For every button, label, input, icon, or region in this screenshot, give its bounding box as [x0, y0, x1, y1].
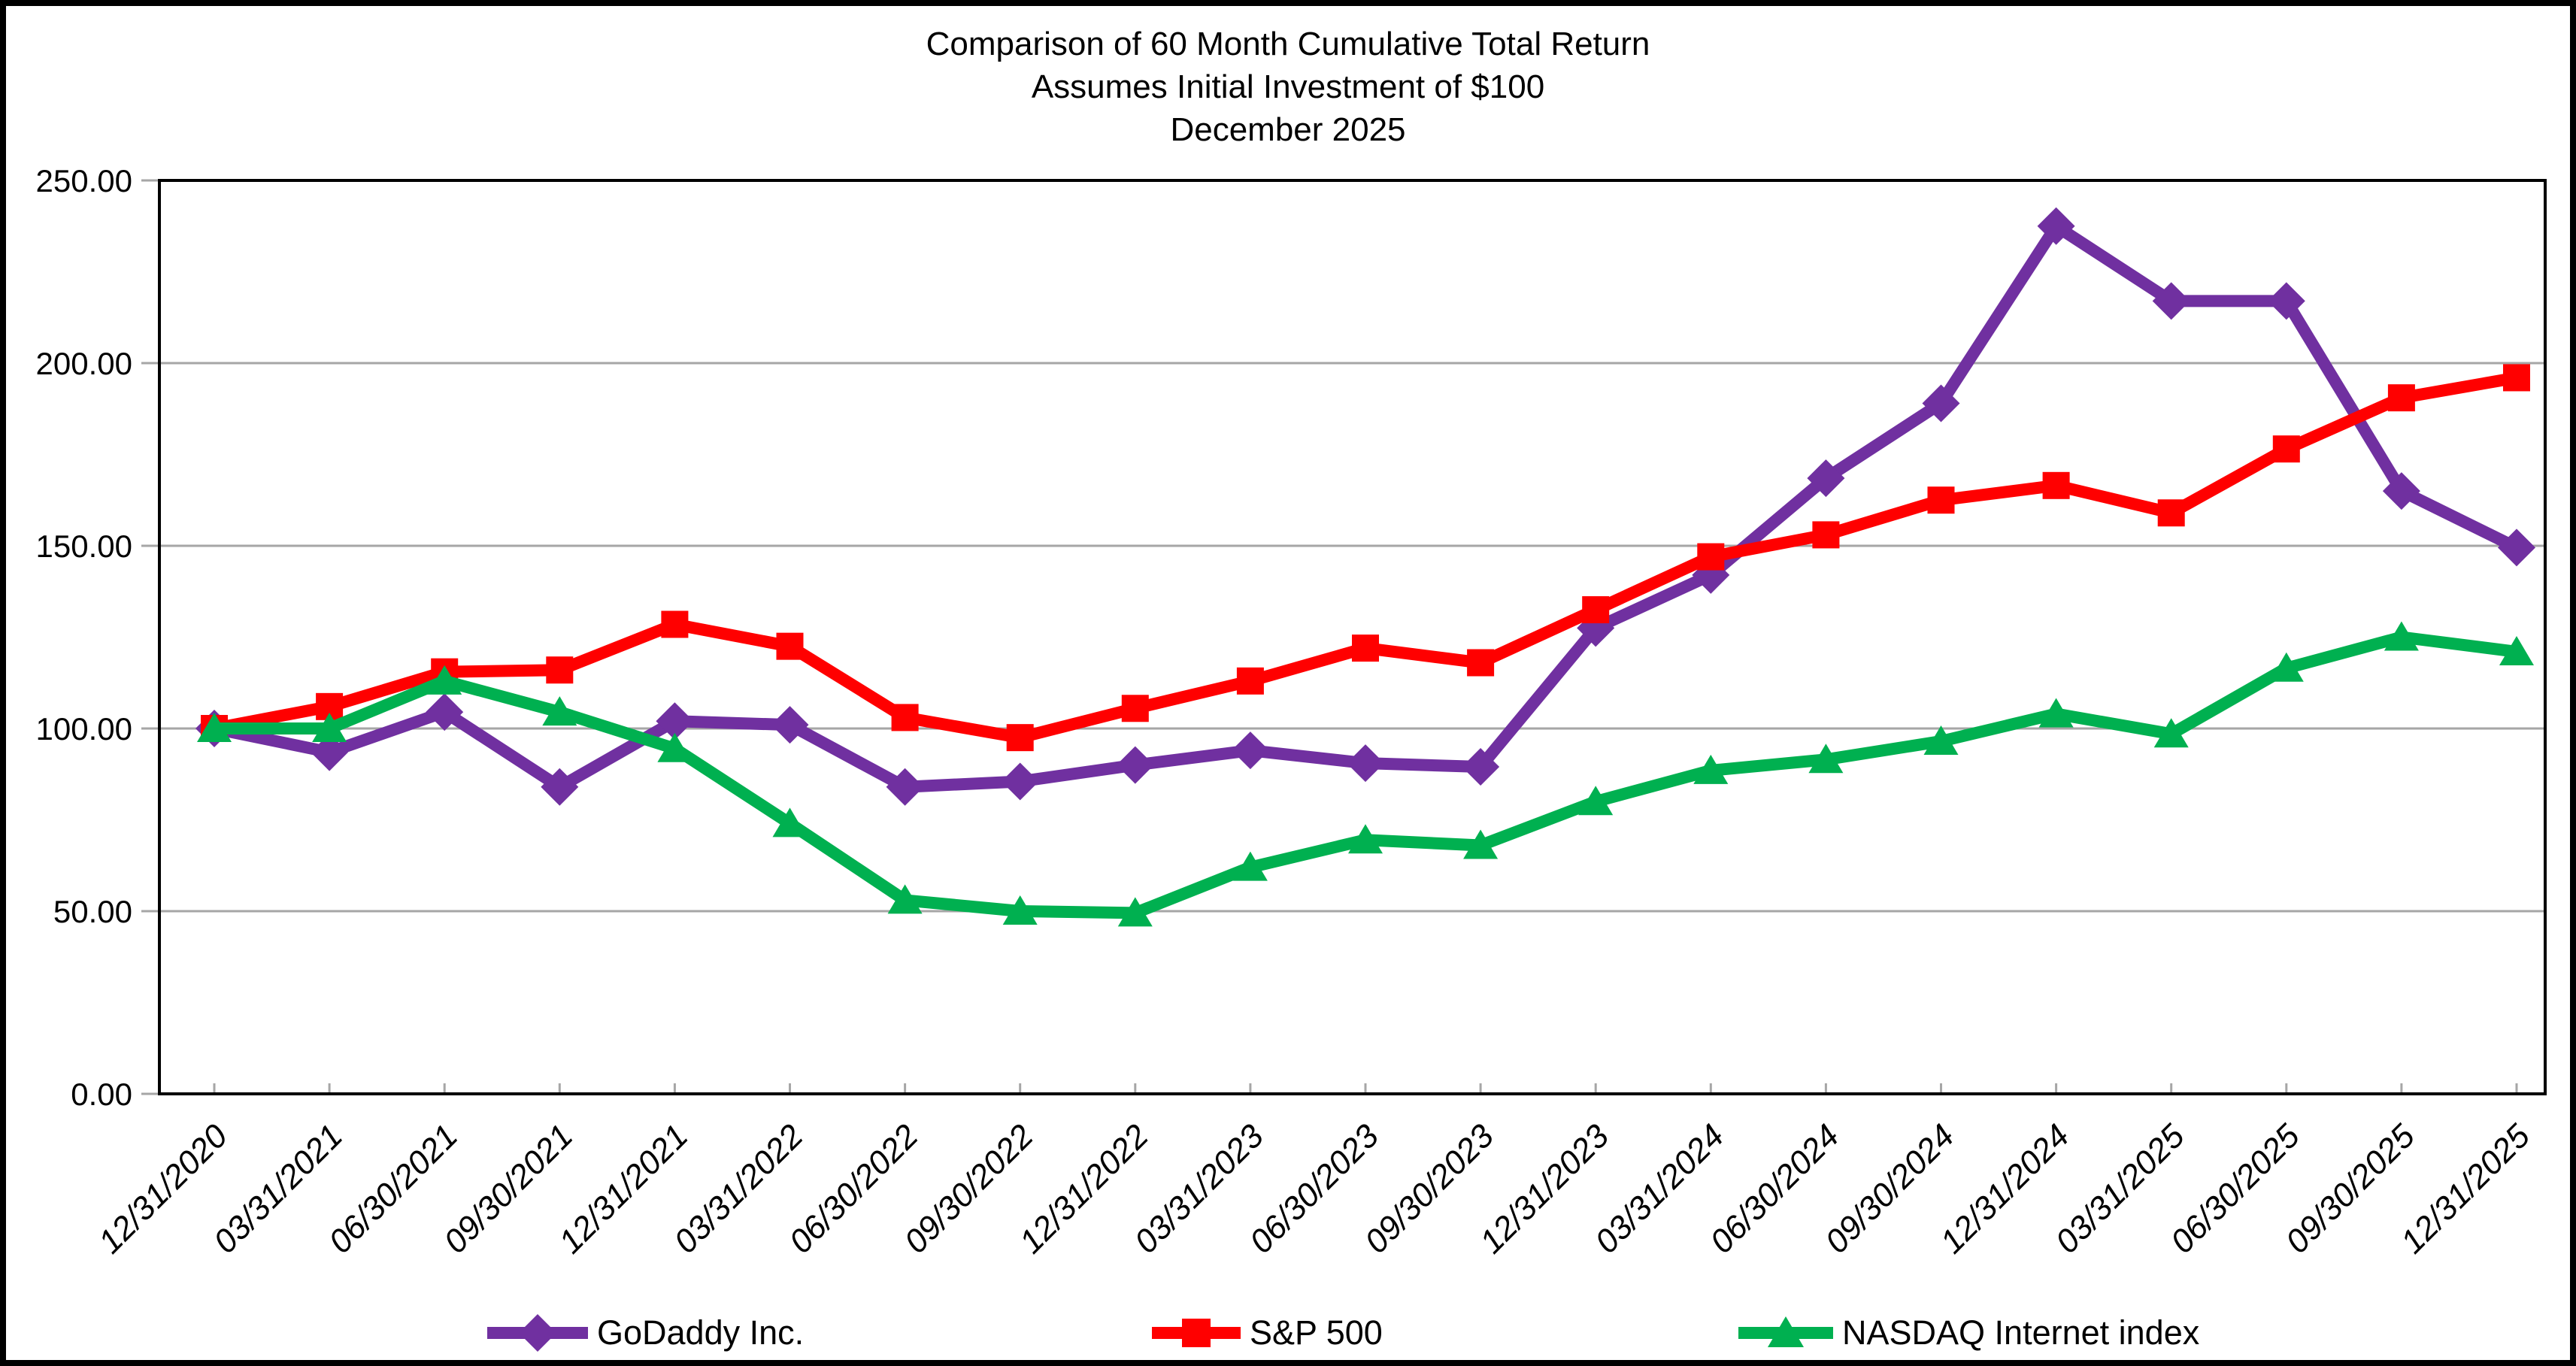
- y-tick-label: 50.00: [53, 894, 132, 929]
- nasdaq-triangle-marker-icon: [1738, 1316, 1833, 1347]
- marker-nasdaq-internet-index: [197, 713, 232, 742]
- marker-nasdaq-internet-index: [1002, 895, 1038, 925]
- marker-nasdaq-internet-index: [1463, 829, 1499, 859]
- marker-s-p-500: [2272, 435, 2300, 463]
- marker-godaddy-inc: [2498, 529, 2535, 567]
- legend-label-nasdaq: NASDAQ Internet index: [1842, 1313, 2200, 1352]
- legend-item-sp500: S&P 500: [1152, 1307, 1383, 1359]
- marker-godaddy-inc: [1116, 746, 1154, 784]
- marker-s-p-500: [546, 656, 574, 684]
- marker-s-p-500: [891, 704, 919, 731]
- marker-godaddy-inc: [2267, 282, 2305, 320]
- godaddy-diamond-marker-icon: [487, 1314, 588, 1352]
- marker-nasdaq-internet-index: [2268, 652, 2304, 682]
- y-tick-label: 250.00: [36, 163, 132, 198]
- marker-nasdaq-internet-index: [2499, 635, 2534, 665]
- marker-nasdaq-internet-index: [657, 732, 692, 762]
- y-tick-label: 200.00: [36, 346, 132, 381]
- marker-godaddy-inc: [1347, 744, 1384, 783]
- marker-nasdaq-internet-index: [1232, 851, 1268, 881]
- marker-s-p-500: [2387, 384, 2415, 412]
- marker-nasdaq-internet-index: [1117, 897, 1153, 927]
- marker-s-p-500: [1927, 486, 1955, 514]
- marker-nasdaq-internet-index: [542, 696, 577, 726]
- marker-nasdaq-internet-index: [427, 665, 462, 695]
- series-line-s-p-500: [208, 371, 2523, 744]
- marker-godaddy-inc: [2037, 207, 2075, 245]
- marker-godaddy-inc: [2382, 472, 2420, 510]
- marker-godaddy-inc: [1231, 731, 1269, 770]
- marker-nasdaq-internet-index: [2384, 621, 2419, 651]
- marker-nasdaq-internet-index: [887, 884, 923, 914]
- marker-s-p-500: [1352, 635, 1379, 662]
- y-tick-label: 0.00: [71, 1077, 132, 1112]
- marker-nasdaq-internet-index: [1693, 754, 1729, 784]
- marker-nasdaq-internet-index: [1923, 725, 1959, 756]
- marker-s-p-500: [2503, 364, 2530, 392]
- marker-s-p-500: [1121, 695, 1149, 722]
- marker-godaddy-inc: [656, 702, 694, 741]
- marker-godaddy-inc: [1001, 762, 1039, 801]
- marker-godaddy-inc: [1807, 459, 1845, 498]
- marker-s-p-500: [1467, 649, 1495, 677]
- marker-nasdaq-internet-index: [1578, 786, 1614, 816]
- marker-nasdaq-internet-index: [2038, 698, 2074, 728]
- marker-s-p-500: [776, 632, 804, 660]
- marker-godaddy-inc: [311, 733, 349, 771]
- chart-title-line1: Comparison of 60 Month Cumulative Total …: [926, 26, 1650, 62]
- y-tick-label: 100.00: [36, 711, 132, 747]
- marker-godaddy-inc: [1462, 748, 1500, 786]
- marker-nasdaq-internet-index: [2153, 718, 2189, 748]
- marker-s-p-500: [1006, 724, 1034, 752]
- marker-godaddy-inc: [1922, 384, 1960, 423]
- marker-s-p-500: [1236, 667, 1264, 695]
- marker-s-p-500: [2042, 471, 2070, 499]
- legend-label-godaddy: GoDaddy Inc.: [597, 1313, 805, 1352]
- marker-godaddy-inc: [886, 768, 924, 806]
- marker-nasdaq-internet-index: [312, 713, 347, 742]
- sp500-square-marker-icon: [1152, 1319, 1241, 1347]
- legend-label-sp500: S&P 500: [1250, 1313, 1383, 1352]
- chart-title-line3: December 2025: [1170, 111, 1406, 148]
- marker-s-p-500: [1697, 543, 1725, 571]
- marker-s-p-500: [2157, 499, 2185, 527]
- chart-title-line2: Assumes Initial Investment of $100: [1031, 68, 1545, 105]
- plot-frame: [158, 179, 2547, 1095]
- marker-nasdaq-internet-index: [772, 807, 808, 837]
- marker-s-p-500: [1582, 596, 1610, 624]
- marker-godaddy-inc: [541, 768, 579, 806]
- marker-godaddy-inc: [771, 706, 809, 744]
- legend-item-nasdaq: NASDAQ Internet index: [1738, 1307, 2199, 1359]
- marker-s-p-500: [661, 610, 689, 638]
- y-tick-label: 150.00: [36, 529, 132, 564]
- marker-nasdaq-internet-index: [1808, 744, 1844, 774]
- marker-godaddy-inc: [2152, 282, 2190, 320]
- marker-nasdaq-internet-index: [1348, 824, 1383, 854]
- chart-title: Comparison of 60 Month Cumulative Total …: [0, 23, 2576, 151]
- marker-s-p-500: [1812, 521, 1840, 549]
- legend-item-godaddy: GoDaddy Inc.: [487, 1307, 804, 1359]
- marker-godaddy-inc: [426, 693, 464, 731]
- chart-legend: GoDaddy Inc. S&P 500 NASDAQ Internet ind…: [0, 1307, 2576, 1359]
